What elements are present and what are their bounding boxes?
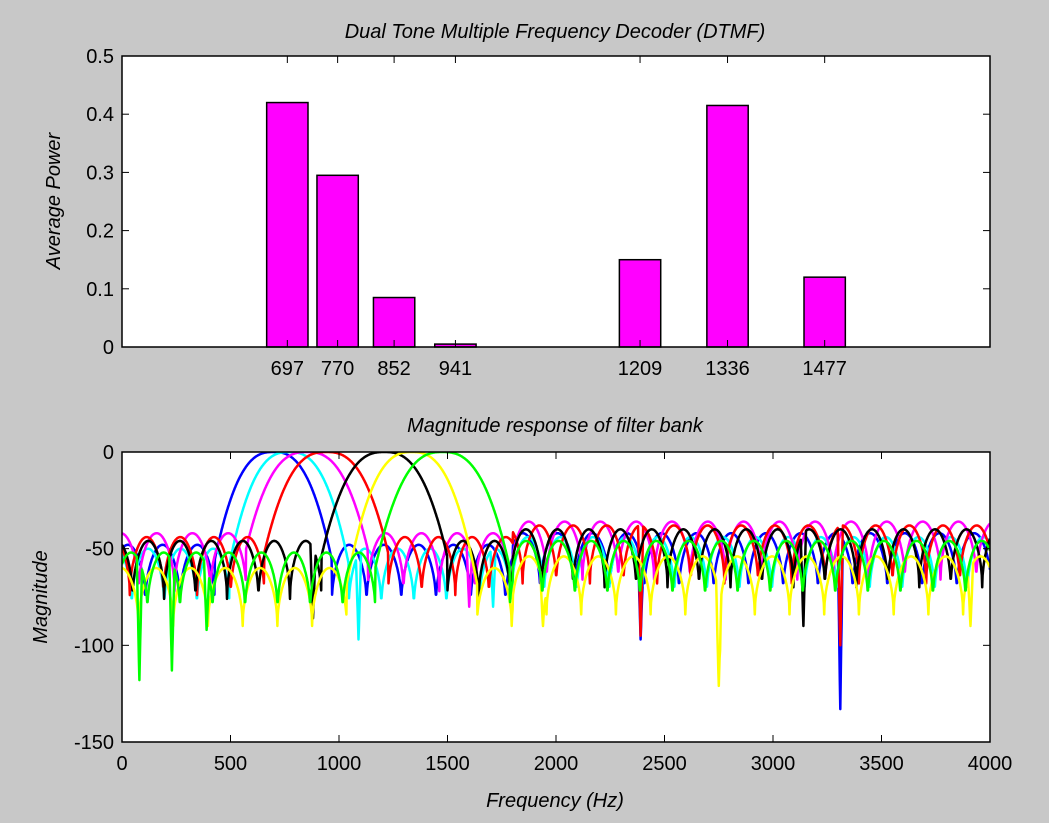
response-curve-941hz (122, 452, 990, 647)
bar-852 (372, 296, 416, 348)
x-tick-label: 770 (321, 358, 354, 380)
x-tick-label: 1477 (802, 358, 847, 380)
response-curve-1336hz (122, 452, 990, 688)
x-axis-label: Frequency (Hz) (486, 790, 624, 812)
x-tick-label: 3500 (859, 753, 904, 775)
bar-1336 (706, 104, 749, 348)
axes-frame (121, 55, 991, 348)
axis-ticks: 0 500 1000 1500 2000 2500 3000 3500 4000 -150 -100… (74, 442, 1012, 775)
chart-title: Dual Tone Multiple Frequency Decoder (DT… (345, 21, 766, 43)
x-tick-label: 697 (271, 358, 304, 380)
bar-770 (316, 174, 360, 348)
x-tick-label: 500 (214, 753, 247, 775)
chart-title: Magnitude response of filter bank (407, 415, 704, 437)
axes-background (122, 56, 990, 347)
x-tick-label: 3000 (751, 753, 796, 775)
y-tick-label: 0 (103, 442, 114, 464)
axes-frame (121, 451, 991, 743)
x-tick-label: 1000 (317, 753, 362, 775)
dtmf-bar-chart: Dual Tone Multiple Frequency Decoder (DT… (43, 21, 991, 380)
filter-bank-chart: Magnitude response of filter bank 0 500 10… (30, 415, 1012, 812)
y-tick-label: -150 (74, 732, 114, 754)
x-tick-label: 4000 (968, 753, 1013, 775)
axes-background (122, 452, 990, 742)
bar-1477 (803, 276, 847, 348)
x-tick-label: 1500 (425, 753, 470, 775)
y-tick-label: 0 (103, 337, 114, 359)
bar-1209 (618, 258, 662, 348)
y-tick-label: 0.5 (86, 46, 114, 68)
y-axis-label: Average Power (43, 131, 65, 270)
x-tick-label: 2500 (642, 753, 687, 775)
response-curve-1477hz (122, 452, 990, 682)
x-tick-label: 941 (439, 358, 472, 380)
y-tick-label: 0.1 (86, 279, 114, 301)
x-tick-label: 852 (377, 358, 410, 380)
response-curves (122, 452, 990, 711)
y-axis-label: Magnitude (30, 550, 52, 643)
y-tick-label: 0.2 (86, 221, 114, 243)
x-tick-label: 0 (116, 753, 127, 775)
response-curve-1209hz (122, 452, 990, 628)
y-tick-label: 0.3 (86, 162, 114, 184)
bar-697 (265, 101, 309, 348)
y-tick-label: -50 (85, 539, 114, 561)
x-tick-label: 1336 (705, 358, 750, 380)
y-tick-label: 0.4 (86, 104, 114, 126)
bar-group (265, 101, 847, 348)
axis-ticks: 697 770 852 941 1209 1336 1477 0 0.1 0.2 0.3 0.4 0.5 (86, 46, 990, 380)
y-tick-label: -100 (74, 635, 114, 657)
x-tick-label: 1209 (618, 358, 663, 380)
x-tick-label: 2000 (534, 753, 579, 775)
